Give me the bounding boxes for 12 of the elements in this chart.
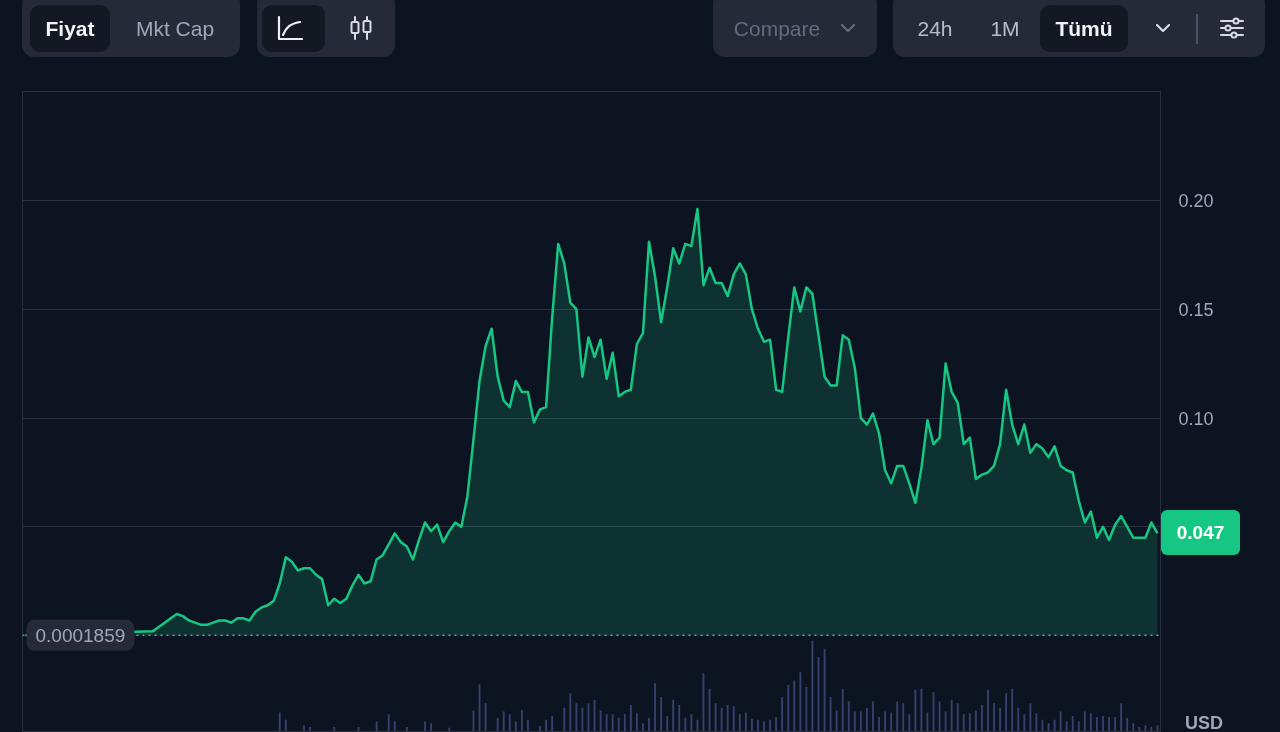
text: 24h [916, 16, 954, 42]
text: Fiyat [30, 5, 110, 52]
y-tick-label: 0.20 [1178, 190, 1214, 211]
ref-line-label: 0.0001859 [35, 624, 126, 646]
y-tick-label: 0.10 [1178, 408, 1214, 429]
text: Tümü [1040, 5, 1128, 52]
text: Mkt Cap [134, 16, 216, 42]
text: 1M [989, 16, 1021, 42]
text: Compare [732, 16, 822, 42]
y-axis-title: USD [1185, 712, 1224, 732]
y-tick-label: 0.15 [1178, 299, 1214, 320]
data-label: 0.047 [1161, 510, 1240, 556]
